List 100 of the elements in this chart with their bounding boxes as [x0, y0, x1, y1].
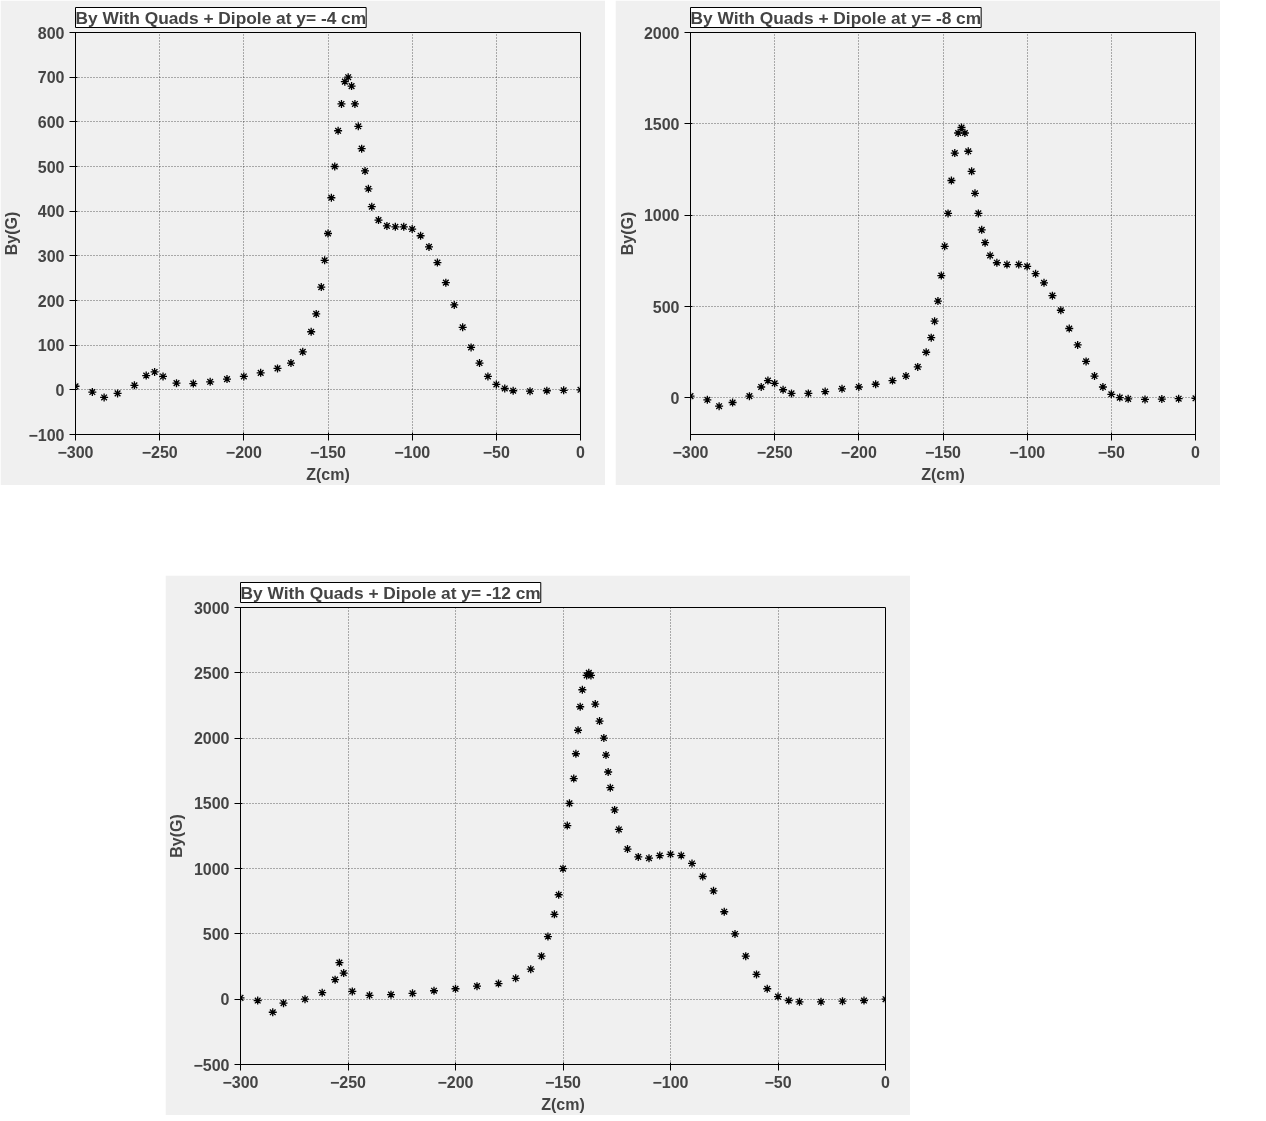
point — [382, 221, 392, 231]
point — [415, 231, 426, 241]
point — [1056, 305, 1066, 315]
point — [1140, 394, 1150, 405]
point — [559, 385, 569, 395]
point — [803, 388, 813, 399]
point — [158, 371, 168, 382]
x-tick-label: −50 — [1097, 443, 1126, 461]
point — [188, 378, 198, 389]
x-tick-label: −150 — [544, 1073, 582, 1091]
point — [1174, 394, 1184, 404]
point — [992, 258, 1002, 268]
point — [483, 371, 493, 382]
point — [1002, 259, 1012, 270]
y-tick-label: 0 — [670, 389, 680, 407]
point — [977, 225, 987, 235]
point — [702, 395, 712, 405]
point — [921, 347, 931, 357]
point — [399, 222, 409, 232]
y-tick-label: 500 — [652, 298, 680, 316]
point — [99, 392, 109, 403]
y-tick-label: 2000 — [643, 24, 680, 42]
point — [770, 378, 780, 388]
y-tick-label: 1500 — [643, 115, 680, 133]
x-tick-label: −100 — [1009, 443, 1046, 461]
y-tick-label: 500 — [37, 158, 65, 176]
point — [390, 222, 400, 232]
x-tick-label: −200 — [225, 443, 262, 461]
y-tick-label: 200 — [37, 292, 65, 310]
point — [887, 375, 898, 386]
point — [1064, 323, 1074, 334]
y-tick-label: 500 — [202, 925, 230, 943]
point — [778, 385, 788, 395]
point — [1106, 389, 1116, 399]
point — [319, 255, 330, 265]
point — [256, 368, 266, 378]
y-tick-label: 0 — [220, 991, 230, 1009]
point — [953, 128, 963, 138]
point — [298, 347, 308, 357]
point — [980, 237, 990, 248]
point — [357, 143, 367, 154]
y-axis-title: By(G) — [3, 211, 21, 256]
point — [727, 397, 738, 408]
point — [353, 121, 363, 131]
point — [763, 375, 773, 386]
y-tick-label: 100 — [37, 337, 65, 355]
point — [966, 166, 977, 177]
point — [525, 386, 535, 396]
point — [1081, 356, 1091, 367]
point — [205, 377, 215, 387]
point — [346, 81, 357, 91]
point — [432, 257, 443, 268]
x-tick-label: −150 — [924, 443, 962, 461]
point — [350, 99, 360, 109]
point — [311, 309, 321, 319]
point — [508, 386, 518, 396]
y-tick-label: −100 — [28, 426, 65, 444]
x-tick-label: −100 — [394, 443, 431, 461]
point — [149, 367, 160, 377]
point — [837, 384, 847, 394]
y-tick-label: −500 — [193, 1056, 230, 1074]
point — [1039, 278, 1049, 288]
point — [786, 388, 797, 399]
point — [500, 383, 510, 394]
point — [973, 208, 983, 219]
x-tick-label: −150 — [309, 443, 347, 461]
point — [985, 250, 995, 261]
point — [373, 215, 384, 225]
point — [956, 122, 967, 133]
y-tick-label: 2000 — [193, 730, 230, 748]
point — [1123, 394, 1133, 404]
point — [744, 391, 755, 401]
y-tick-label: 1000 — [193, 860, 230, 878]
point — [363, 184, 374, 194]
point — [854, 382, 864, 392]
point — [449, 300, 459, 310]
y-tick-label: 1000 — [643, 207, 680, 225]
point — [141, 370, 151, 381]
chart-title: By With Quads + Dipole at y= -4 cm — [75, 7, 367, 28]
y-tick-label: 600 — [37, 113, 65, 131]
point — [272, 363, 283, 374]
point — [87, 387, 97, 397]
point — [367, 202, 377, 212]
point — [1089, 371, 1100, 381]
point — [940, 241, 950, 251]
point — [491, 379, 501, 390]
point — [542, 386, 552, 396]
x-tick-label: −250 — [141, 443, 178, 461]
point — [871, 379, 881, 389]
x-axis-title: Z(cm) — [306, 465, 350, 483]
point — [286, 358, 296, 368]
point — [936, 270, 946, 281]
point — [222, 374, 232, 384]
point — [1115, 392, 1125, 403]
point — [820, 386, 830, 397]
y-tick-label: 800 — [37, 24, 65, 42]
point — [1157, 394, 1167, 404]
point — [316, 282, 326, 292]
point — [963, 146, 973, 156]
point — [943, 208, 953, 219]
